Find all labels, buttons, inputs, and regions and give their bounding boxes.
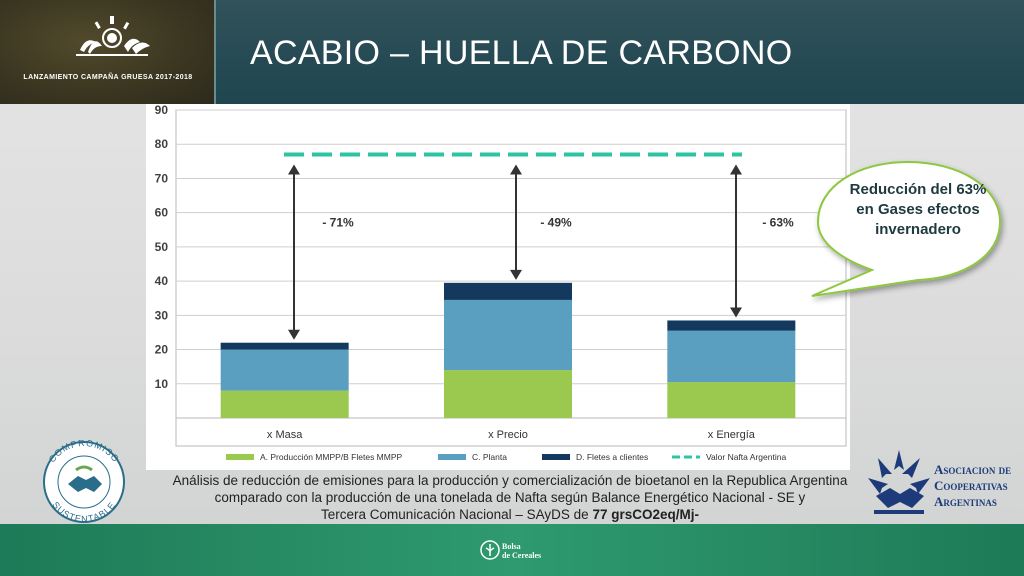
bolsa-line-1: Bolsa [502, 542, 521, 551]
aca-line-3: Argentinas [934, 494, 997, 509]
plant-sun-icon [76, 16, 150, 56]
description: Análisis de reducción de emisiones para … [140, 472, 880, 523]
legend-label: D. Fletes a clientes [576, 452, 648, 462]
campaign-banner: LANZAMIENTO CAMPAÑA GRUESA 2017-2018 [0, 0, 216, 104]
description-line-1: Análisis de reducción de emisiones para … [172, 473, 848, 488]
bar-segment [220, 349, 349, 391]
description-line-3-text: Tercera Comunicación Nacional – SAyDS de [321, 507, 589, 522]
y-tick-label: 80 [155, 137, 169, 151]
campaign-label: LANZAMIENTO CAMPAÑA GRUESA 2017-2018 [23, 74, 193, 81]
compromiso-sustentable-logo: COMPROMISO SUSTENTABLE [43, 440, 125, 524]
bar-segment [444, 299, 572, 371]
y-tick-label: 10 [155, 377, 169, 391]
reduction-label: - 71% [322, 215, 354, 229]
arrow-head [730, 307, 742, 318]
callout-bubble [811, 160, 1002, 297]
handshake-icon [868, 450, 930, 514]
reduction-label: - 63% [762, 215, 794, 229]
bar-segment [444, 370, 572, 418]
slide-title: ACABIO – HUELLA DE CARBONO [250, 34, 793, 72]
y-tick-label: 60 [155, 206, 169, 220]
arrow-head [730, 164, 742, 175]
description-line-3: Tercera Comunicación Nacional – SAyDS de… [140, 506, 880, 523]
callout-text: Reducción del 63% en Gases efectos inver… [849, 181, 987, 238]
legend-swatch [542, 454, 570, 460]
x-tick-label: x Precio [488, 429, 528, 441]
legend-label: C. Planta [472, 452, 507, 462]
y-tick-label: 20 [155, 343, 169, 357]
reduction-arrows [288, 164, 742, 340]
arrow-head [510, 164, 522, 175]
arrow-head [288, 164, 300, 175]
reduction-labels: - 71% - 49% - 63% [322, 215, 794, 229]
aca-name: Asociacion de Cooperativas Argentinas [934, 462, 1014, 510]
bar-segment [220, 342, 349, 350]
y-tick-label: 40 [155, 274, 169, 288]
aca-logo [868, 450, 930, 514]
legend: A. Producción MMPP/B Fletes MMPP C. Plant… [226, 452, 786, 462]
bolsa-line-2: de Cereales [502, 551, 542, 560]
x-tick-labels: x Masa x Precio x Energía [267, 429, 756, 441]
arrow-head [510, 269, 522, 280]
description-highlight: 77 grsCO2eq/Mj- [592, 507, 699, 522]
legend-swatch [438, 454, 466, 460]
legend-label: A. Producción MMPP/B Fletes MMPP [260, 452, 403, 462]
y-tick-labels: 10 20 30 40 50 60 70 80 90 [155, 104, 169, 391]
y-tick-label: 30 [155, 308, 169, 322]
bolsa-name: Bolsa de Cereales [502, 542, 541, 560]
legend-swatch [226, 454, 254, 460]
x-tick-label: x Energía [708, 429, 756, 441]
bar-segment [667, 382, 796, 418]
y-tick-label: 50 [155, 240, 169, 254]
y-tick-label: 70 [155, 171, 169, 185]
bar-segment [444, 282, 572, 300]
bars [220, 282, 796, 418]
arrow-head [288, 329, 300, 340]
aca-line-2: Cooperativas [934, 478, 1008, 493]
x-tick-label: x Masa [267, 429, 303, 441]
footer-bar [0, 524, 1024, 576]
reduction-label: - 49% [540, 215, 572, 229]
handshake-icon [68, 465, 102, 492]
description-line-2: comparado con la producción de una tonel… [214, 490, 806, 505]
bar-segment [220, 390, 349, 418]
legend-label: Valor Nafta Argentina [706, 452, 786, 462]
aca-line-1: Asociacion de [934, 462, 1012, 477]
bar-segment [667, 320, 796, 331]
slide-header: LANZAMIENTO CAMPAÑA GRUESA 2017-2018 ACA… [0, 0, 1024, 104]
bar-segment [667, 330, 796, 383]
y-tick-label: 90 [155, 104, 169, 117]
grain-icon [480, 540, 500, 560]
